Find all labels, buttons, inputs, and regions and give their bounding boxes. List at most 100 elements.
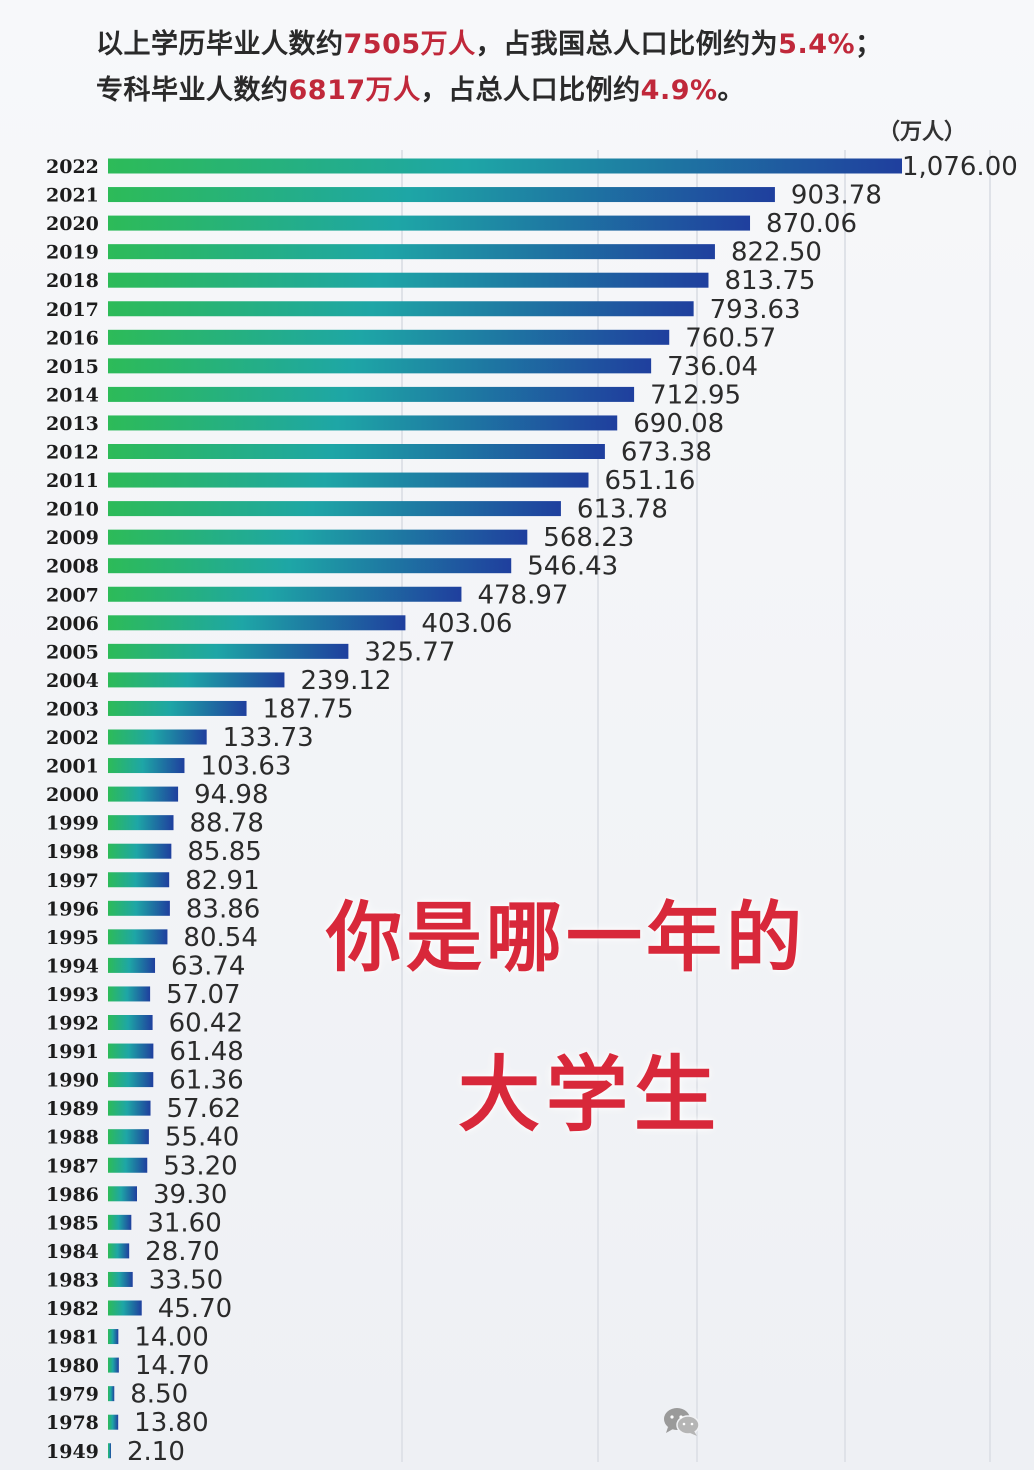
year-label: 1987: [46, 1155, 99, 1177]
bar: [108, 872, 170, 888]
bar-row-1979: 1979 8.50: [46, 1380, 188, 1410]
bar: [108, 986, 151, 1002]
year-label: 1999: [46, 813, 99, 835]
year-label: 1992: [46, 1013, 99, 1035]
bar: [108, 358, 652, 374]
bar-row-1985: 1985 31.60: [46, 1208, 222, 1238]
bar: [108, 672, 285, 688]
bar-row-2016: 2016 760.57: [46, 323, 776, 353]
headline-line2-pre: 专科毕业人数约: [96, 75, 289, 106]
wechat-icon: [664, 1408, 700, 1436]
value-label: 13.80: [134, 1408, 208, 1438]
bar: [108, 615, 406, 631]
value-label: 239.12: [300, 666, 391, 696]
bar-row-2010: 2010 613.78: [46, 495, 668, 525]
year-label: 2019: [46, 242, 99, 264]
bar: [108, 415, 618, 431]
value-label: 39.30: [153, 1180, 227, 1210]
bar-row-1986: 1986 39.30: [46, 1180, 227, 1210]
value-label: 903.78: [791, 181, 882, 211]
bar: [108, 843, 172, 859]
headline-line1-post: ；: [855, 29, 883, 60]
bar: [108, 1072, 154, 1088]
year-label: 1979: [46, 1384, 99, 1406]
value-label: 85.85: [187, 837, 261, 867]
bar-row-1992: 1992 60.42: [46, 1009, 243, 1039]
headline-line1-mid: ，占我国总人口比例约为: [475, 29, 779, 60]
value-label: 82.91: [185, 866, 259, 896]
value-label: 31.60: [147, 1208, 221, 1238]
year-label: 2006: [46, 613, 99, 635]
value-label: 1,076.00: [902, 152, 1018, 182]
bar-row-1987: 1987 53.20: [46, 1151, 238, 1181]
bar-row-1999: 1999 88.78: [46, 809, 264, 839]
year-label: 1986: [46, 1184, 99, 1206]
bar: [108, 1214, 132, 1230]
bar-row-2001: 2001 103.63: [46, 752, 291, 782]
value-label: 88.78: [190, 809, 264, 839]
bar: [108, 529, 528, 545]
bar: [108, 558, 512, 574]
value-label: 55.40: [165, 1123, 239, 1153]
bar-row-1982: 1982 45.70: [46, 1294, 232, 1324]
value-label: 103.63: [200, 752, 291, 782]
year-label: 2004: [46, 670, 99, 692]
bar: [108, 957, 156, 973]
bar: [108, 1129, 149, 1145]
bar: [108, 1271, 133, 1287]
bar-row-2007: 2007 478.97: [46, 580, 568, 610]
bar-row-2019: 2019 822.50: [46, 238, 822, 268]
year-label: 1998: [46, 841, 99, 863]
year-label: 2021: [46, 185, 99, 207]
bar-row-1984: 1984 28.70: [46, 1237, 220, 1267]
bar: [108, 444, 605, 459]
headline-line2-highlight-count: 6817万人: [288, 75, 421, 106]
headline-line1: 以上学历毕业人数约7505万人，占我国总人口比例约为5.4%；: [96, 22, 883, 61]
bar: [108, 1157, 148, 1173]
bar-row-2000: 2000 94.98: [46, 780, 269, 810]
year-label: 2017: [46, 299, 99, 321]
bar: [108, 900, 170, 916]
bar: [108, 758, 185, 774]
value-label: 57.62: [167, 1094, 241, 1124]
bar-row-1997: 1997 82.91: [46, 866, 260, 896]
year-label: 2020: [46, 213, 99, 235]
value-label: 45.70: [158, 1294, 232, 1324]
bar-row-1978: 1978 13.80: [46, 1408, 209, 1438]
year-label: 2003: [46, 698, 99, 720]
value-label: 53.20: [163, 1151, 237, 1181]
bar: [108, 329, 670, 345]
value-label: 83.86: [186, 894, 260, 924]
year-label: 1982: [46, 1298, 99, 1320]
bar: [108, 1329, 119, 1345]
bar: [108, 1386, 115, 1402]
value-label: 33.50: [149, 1265, 223, 1295]
year-label: 1995: [46, 927, 99, 949]
year-label: 2022: [46, 156, 99, 178]
bar-row-2020: 2020 870.06: [46, 209, 857, 239]
bar-row-1998: 1998 85.85: [46, 837, 262, 867]
bar: [108, 1243, 130, 1259]
year-label: 1949: [46, 1441, 99, 1463]
bar: [108, 643, 349, 659]
year-label: 2005: [46, 641, 99, 663]
bar: [108, 1100, 151, 1116]
value-label: 568.23: [543, 523, 634, 553]
value-label: 403.06: [421, 609, 512, 639]
bar: [108, 244, 715, 260]
year-label: 1988: [46, 1127, 99, 1149]
year-label: 1993: [46, 984, 99, 1006]
bar-row-2009: 2009 568.23: [46, 523, 634, 553]
headline-line1-pre: 以上学历毕业人数约: [96, 29, 344, 60]
value-label: 546.43: [527, 552, 618, 582]
value-label: 60.42: [169, 1009, 243, 1039]
headline-line2-mid: ，占总人口比例约: [420, 75, 641, 106]
year-label: 2015: [46, 356, 99, 378]
year-label: 1983: [46, 1269, 99, 1291]
bar-row-1981: 1981 14.00: [46, 1323, 209, 1353]
year-label: 2013: [46, 413, 99, 435]
bar: [108, 501, 561, 517]
value-label: 14.70: [135, 1351, 209, 1381]
value-label: 8.50: [130, 1380, 188, 1410]
bar: [108, 215, 751, 231]
